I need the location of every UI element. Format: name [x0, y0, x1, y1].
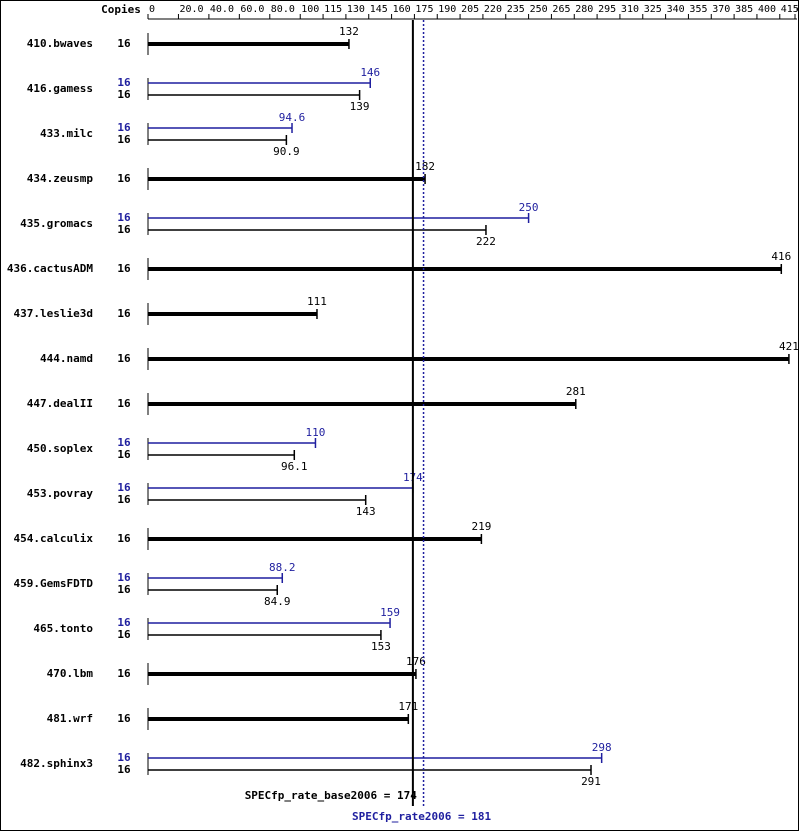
copies-label: 16	[117, 307, 131, 320]
reference-label: SPECfp_rate2006 = 181	[352, 810, 491, 823]
copies-label: 16	[117, 352, 131, 365]
copies-label: 16	[117, 172, 131, 185]
value-label: 94.6	[279, 111, 306, 124]
value-label: 281	[566, 385, 586, 398]
category-label: 481.wrf	[47, 712, 93, 725]
value-label: 291	[581, 775, 601, 788]
x-tick-label: 190	[438, 4, 456, 15]
value-label: 421	[779, 340, 799, 353]
copies-label: 16	[117, 397, 131, 410]
copies-label: 16	[117, 583, 131, 596]
x-tick-label: 385	[735, 4, 753, 15]
x-tick-label: 340	[667, 4, 685, 15]
x-tick-label: 60.0	[240, 4, 264, 15]
x-tick-label: 370	[712, 4, 730, 15]
value-label: 219	[471, 520, 491, 533]
copies-label: 16	[117, 262, 131, 275]
value-label: 146	[360, 66, 380, 79]
category-label: 459.GemsFDTD	[14, 577, 94, 590]
copies-label: 16	[117, 493, 131, 506]
category-label: 435.gromacs	[20, 217, 93, 230]
copies-label: 16	[117, 571, 131, 584]
category-label: 454.calculix	[14, 532, 94, 545]
value-label: 96.1	[281, 460, 308, 473]
category-label: 482.sphinx3	[20, 757, 93, 770]
copies-label: 16	[117, 436, 131, 449]
value-label: 250	[519, 201, 539, 214]
x-tick-label: 160	[393, 4, 411, 15]
category-label: 436.cactusADM	[7, 262, 93, 275]
copies-label: 16	[117, 37, 131, 50]
value-label: 182	[415, 160, 435, 173]
copies-label: 16	[117, 223, 131, 236]
x-tick-label: 415	[781, 4, 799, 15]
x-tick-label: 20.0	[179, 4, 203, 15]
copies-label: 16	[117, 712, 131, 725]
category-label: 437.leslie3d	[14, 307, 93, 320]
x-tick-label: 280	[575, 4, 593, 15]
x-tick-label: 400	[758, 4, 776, 15]
category-label: 444.namd	[40, 352, 93, 365]
x-tick-label: 130	[347, 4, 365, 15]
x-tick-label: 425	[796, 4, 799, 15]
category-label: 470.lbm	[47, 667, 94, 680]
category-label: 447.dealII	[27, 397, 93, 410]
x-tick-label: 0	[149, 4, 155, 15]
copies-label: 16	[117, 448, 131, 461]
category-label: 450.soplex	[27, 442, 94, 455]
reference-label: SPECfp_rate_base2006 = 174	[245, 789, 418, 802]
value-label: 84.9	[264, 595, 291, 608]
value-label: 110	[306, 426, 326, 439]
value-label: 143	[356, 505, 376, 518]
copies-header: Copies	[101, 3, 141, 16]
x-tick-label: 265	[552, 4, 570, 15]
x-tick-label: 175	[415, 4, 433, 15]
copies-label: 16	[117, 133, 131, 146]
category-label: 416.gamess	[27, 82, 93, 95]
category-label: 434.zeusmp	[27, 172, 94, 185]
value-label: 111	[307, 295, 327, 308]
x-tick-label: 40.0	[210, 4, 234, 15]
copies-label: 16	[117, 121, 131, 134]
value-label: 88.2	[269, 561, 296, 574]
copies-label: 16	[117, 628, 131, 641]
value-label: 153	[371, 640, 391, 653]
copies-label: 16	[117, 76, 131, 89]
x-tick-label: 100	[301, 4, 319, 15]
copies-label: 16	[117, 751, 131, 764]
value-label: 90.9	[273, 145, 300, 158]
x-tick-label: 205	[461, 4, 479, 15]
value-label: 176	[406, 655, 426, 668]
x-tick-label: 310	[621, 4, 639, 15]
category-label: 453.povray	[27, 487, 94, 500]
value-label: 139	[350, 100, 370, 113]
category-label: 465.tonto	[33, 622, 93, 635]
copies-label: 16	[117, 481, 131, 494]
category-label: 433.milc	[40, 127, 93, 140]
x-tick-label: 250	[530, 4, 548, 15]
x-tick-label: 295	[598, 4, 616, 15]
copies-label: 16	[117, 616, 131, 629]
copies-label: 16	[117, 532, 131, 545]
value-label: 159	[380, 606, 400, 619]
value-label: 298	[592, 741, 612, 754]
x-tick-label: 145	[370, 4, 388, 15]
category-label: 410.bwaves	[27, 37, 93, 50]
x-tick-label: 220	[484, 4, 502, 15]
x-tick-label: 235	[507, 4, 525, 15]
x-tick-label: 80.0	[271, 4, 295, 15]
copies-label: 16	[117, 88, 131, 101]
value-label: 222	[476, 235, 496, 248]
value-label: 416	[771, 250, 791, 263]
value-label: 132	[339, 25, 359, 38]
copies-label: 16	[117, 211, 131, 224]
value-label: 171	[398, 700, 418, 713]
x-tick-label: 325	[644, 4, 662, 15]
copies-label: 16	[117, 763, 131, 776]
x-tick-label: 355	[689, 4, 707, 15]
copies-label: 16	[117, 667, 131, 680]
x-tick-label: 115	[324, 4, 342, 15]
